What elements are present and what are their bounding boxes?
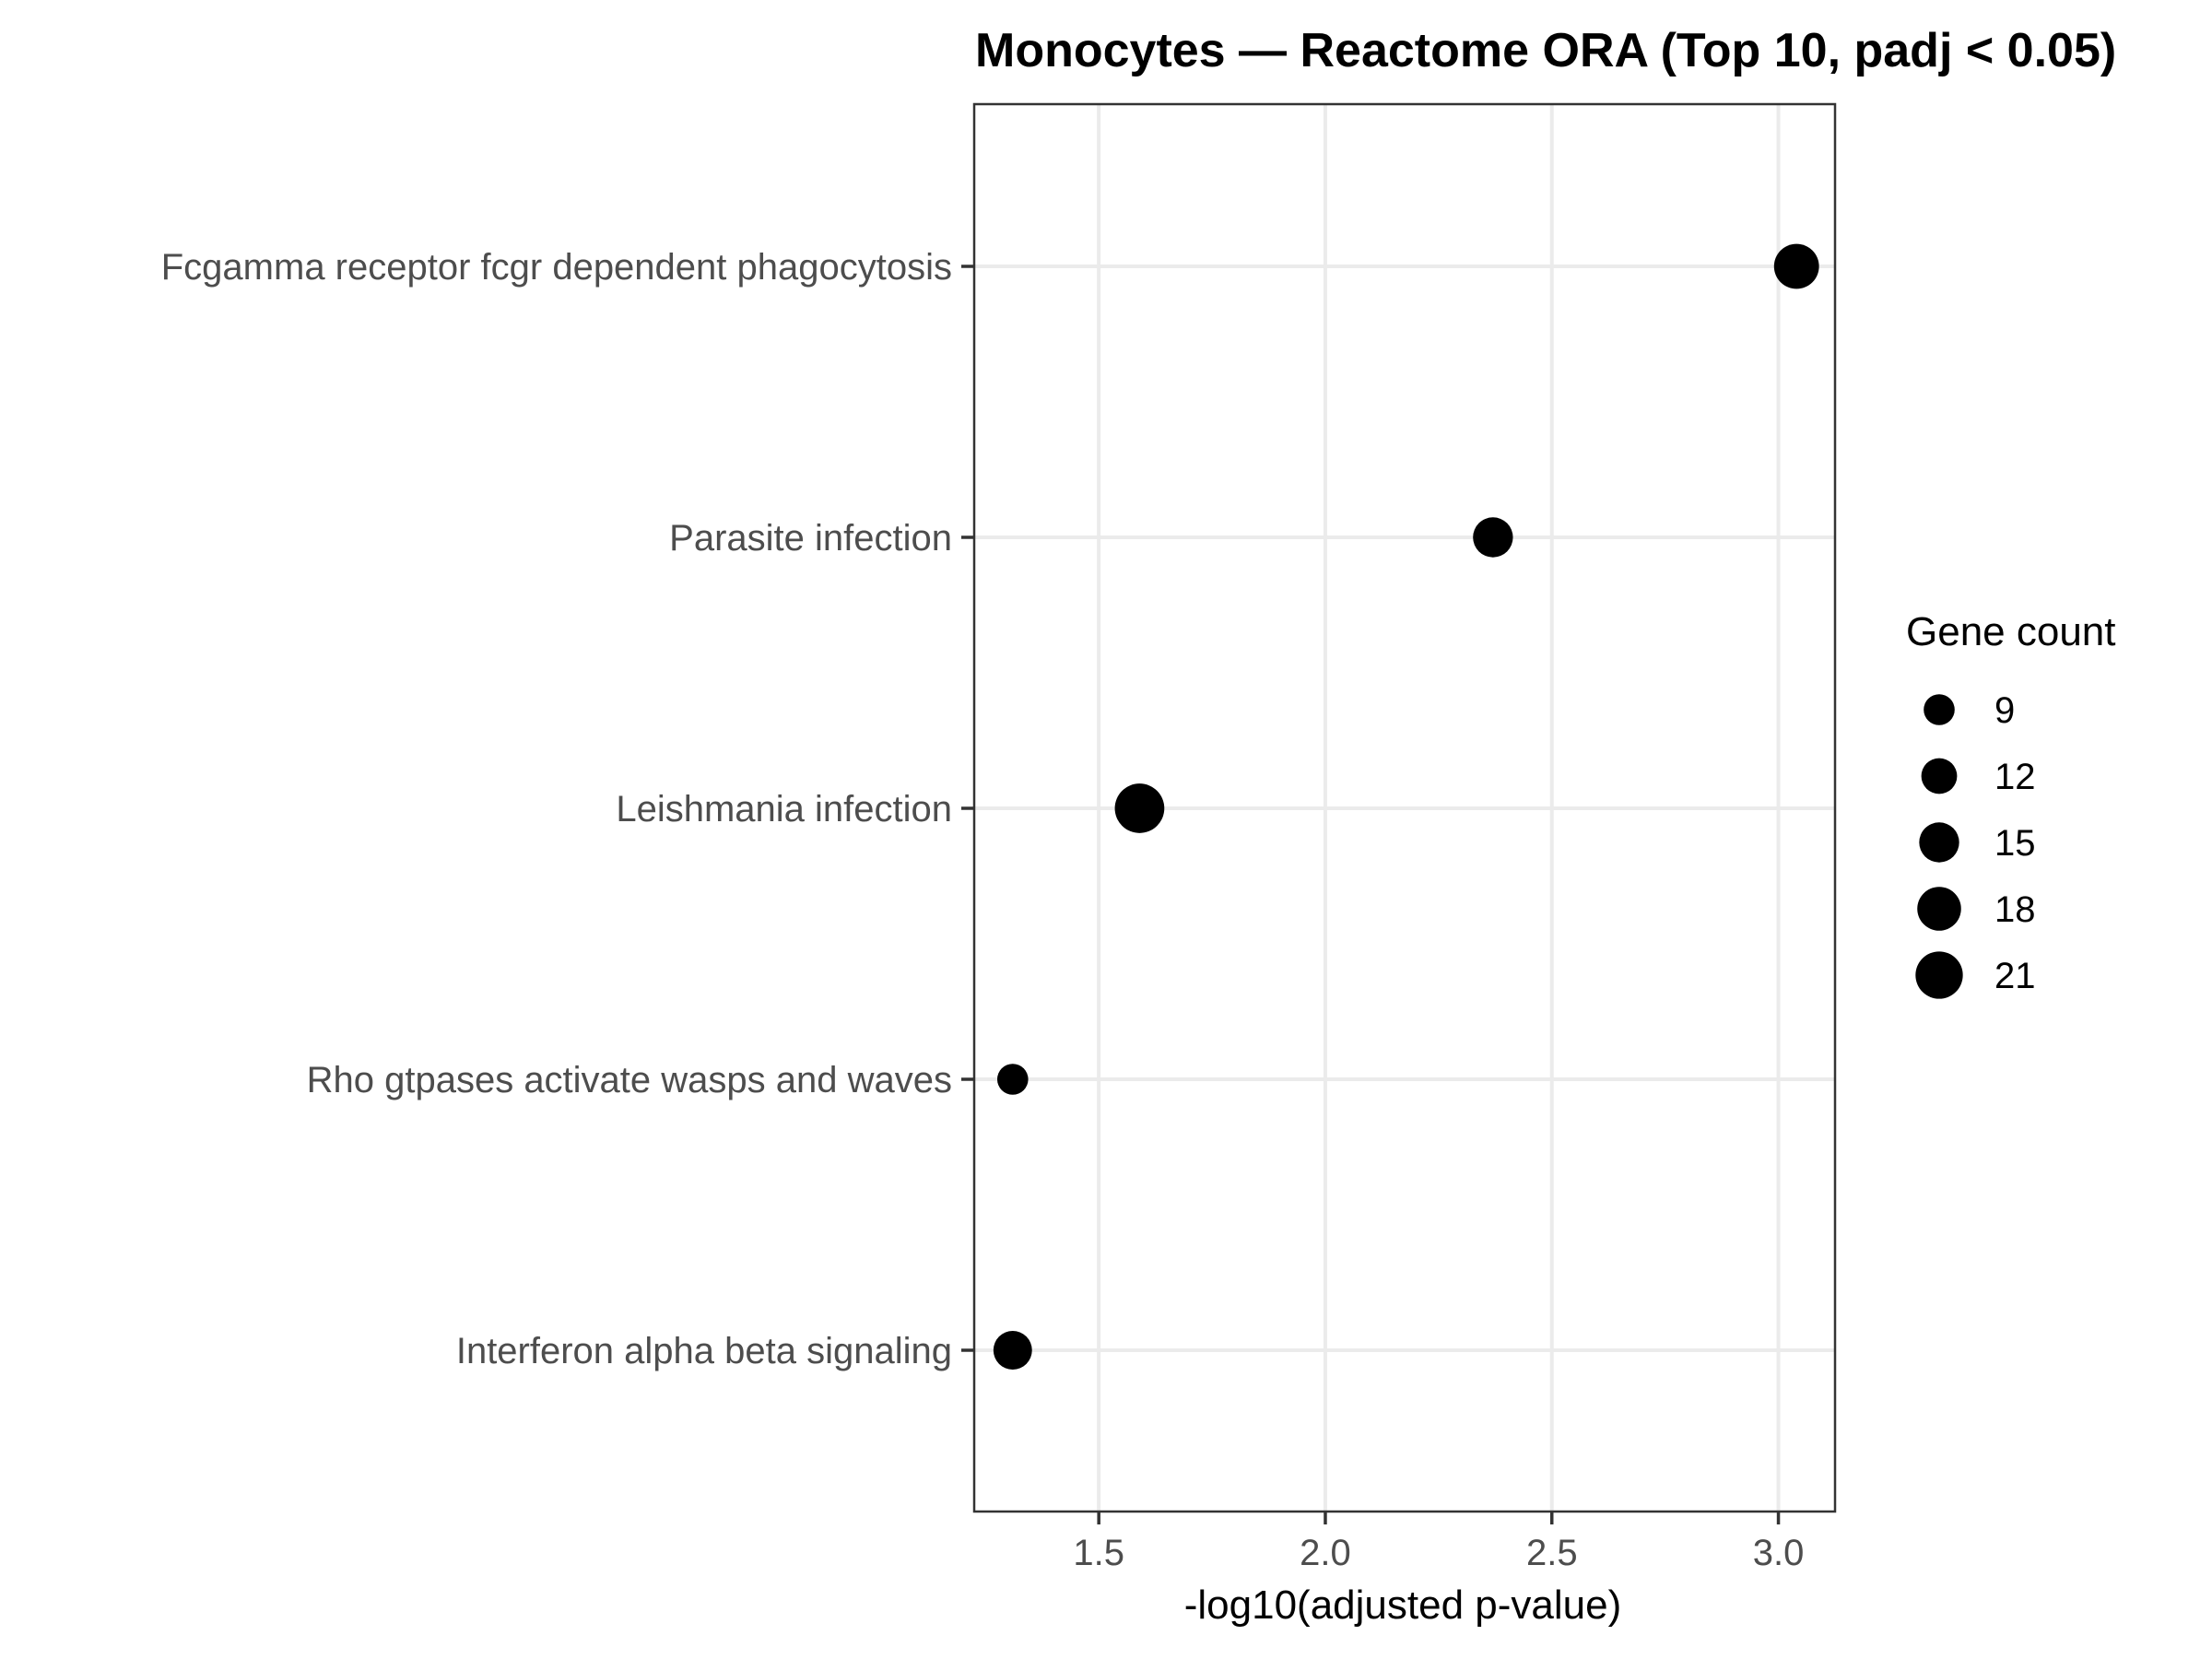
legend-key xyxy=(1921,758,1958,794)
legend-label: 15 xyxy=(1994,823,2036,864)
x-axis: 1.5 2.0 2.5 3.0 xyxy=(1073,1512,1804,1573)
data-point xyxy=(1773,243,1819,289)
legend-label: 12 xyxy=(1994,757,2036,797)
data-point xyxy=(1473,517,1513,558)
chart-title: Monocytes — Reactome ORA (Top 10, padj <… xyxy=(975,24,2116,77)
y-tick-label: Leishmania infection xyxy=(616,789,952,830)
data-point xyxy=(996,1064,1029,1095)
y-axis: Fcgamma receptor fcgr dependent phagocyt… xyxy=(161,247,974,1371)
grid-lines xyxy=(974,104,1835,1512)
legend-key xyxy=(1915,951,1963,999)
size-legend: Gene count 9 12 15 18 21 xyxy=(1906,609,2116,999)
data-point xyxy=(993,1331,1032,1370)
legend-key xyxy=(1924,694,1955,725)
y-tick-label: Interferon alpha beta signaling xyxy=(456,1331,952,1371)
y-tick-label: Rho gtpases activate wasps and waves xyxy=(307,1060,952,1100)
y-tick-label: Parasite infection xyxy=(669,518,952,559)
legend-label: 18 xyxy=(1994,889,2036,930)
y-tick-label: Fcgamma receptor fcgr dependent phagocyt… xyxy=(161,247,952,288)
x-axis-label: -log10(adjusted p-value) xyxy=(1184,1583,1622,1628)
legend-key xyxy=(1919,822,1959,863)
legend-key xyxy=(1917,887,1961,931)
legend-title: Gene count xyxy=(1906,609,2116,654)
data-point xyxy=(1114,783,1165,833)
data-points xyxy=(993,243,1819,1370)
legend-label: 21 xyxy=(1994,956,2036,996)
x-tick-label: 2.5 xyxy=(1526,1533,1578,1573)
x-tick-label: 1.5 xyxy=(1073,1533,1124,1573)
x-tick-label: 2.0 xyxy=(1300,1533,1351,1573)
legend-label: 9 xyxy=(1994,690,2015,731)
x-tick-label: 3.0 xyxy=(1753,1533,1805,1573)
